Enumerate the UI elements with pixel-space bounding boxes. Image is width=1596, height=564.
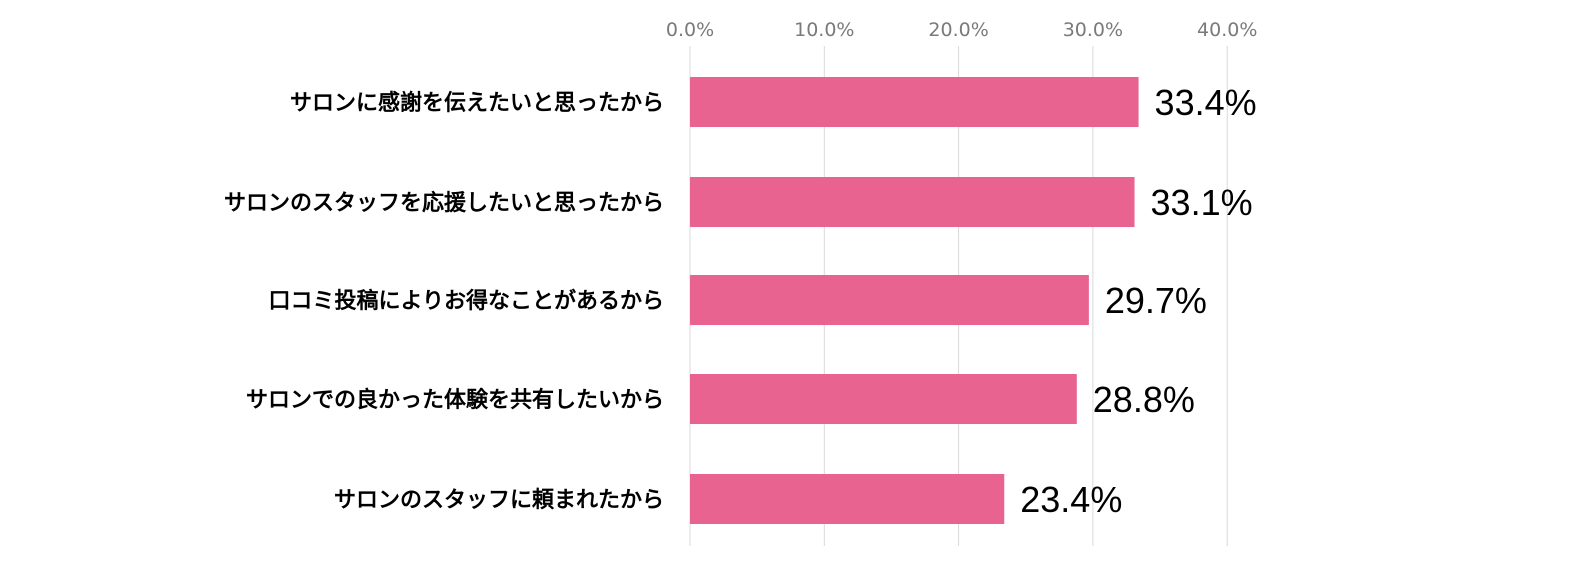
category-labels: サロンに感謝を伝えたいと思ったからサロンのスタッフを応援したいと思ったから口コミ… — [224, 90, 664, 513]
bar — [690, 275, 1089, 325]
x-tick-label: 30.0% — [1063, 19, 1123, 41]
bar — [690, 374, 1077, 424]
category-label: 口コミ投稿によりお得なことがあるから — [268, 288, 664, 314]
bars — [690, 77, 1139, 524]
data-label: 23.4% — [1020, 479, 1122, 520]
category-label: サロンのスタッフを応援したいと思ったから — [224, 190, 664, 216]
category-label: サロンに感謝を伝えたいと思ったから — [290, 90, 664, 116]
bar — [690, 177, 1135, 227]
bar — [690, 474, 1005, 524]
bar — [690, 77, 1139, 127]
x-tick-label: 0.0% — [666, 19, 714, 41]
data-label: 29.7% — [1105, 280, 1207, 321]
data-label: 33.1% — [1151, 182, 1253, 223]
category-label: サロンのスタッフに頼まれたから — [334, 488, 664, 513]
x-tick-label: 10.0% — [794, 19, 854, 41]
data-labels: 33.4% 33.1% 29.7% 28.8% 23.4% — [1020, 82, 1256, 520]
x-tick-label: 20.0% — [928, 19, 988, 41]
data-label: 33.4% — [1155, 82, 1257, 123]
x-axis-ticks: 0.0% 10.0% 20.0% 30.0% 40.0% — [666, 19, 1258, 41]
category-label: サロンでの良かった体験を共有したいから — [246, 387, 664, 413]
x-tick-label: 40.0% — [1197, 19, 1257, 41]
data-label: 28.8% — [1093, 379, 1195, 420]
